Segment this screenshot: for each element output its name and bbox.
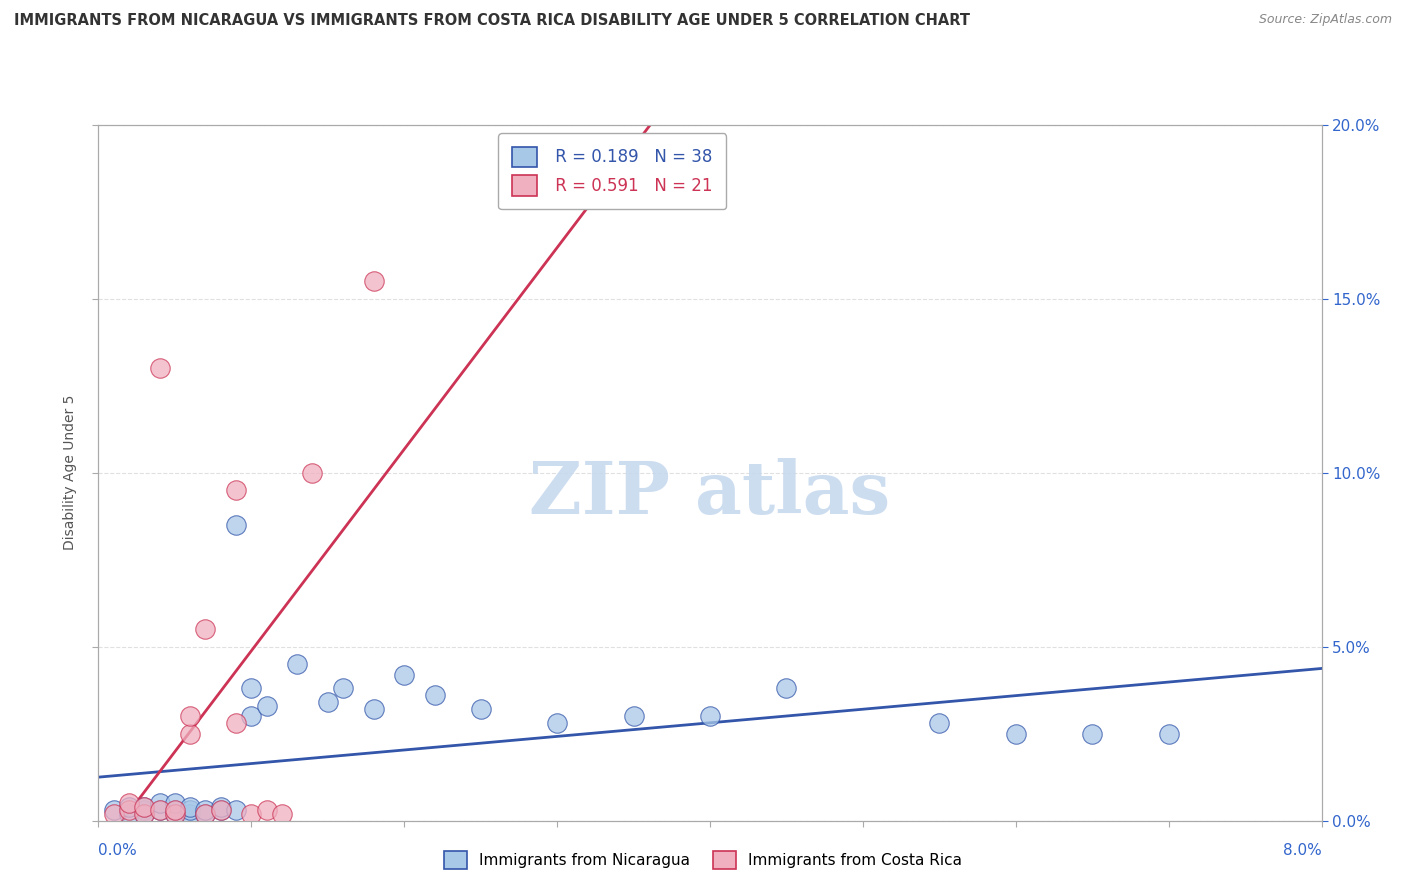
Y-axis label: Disability Age Under 5: Disability Age Under 5 [63,395,77,550]
Legend: Immigrants from Nicaragua, Immigrants from Costa Rica: Immigrants from Nicaragua, Immigrants fr… [437,845,969,875]
Text: ZIP atlas: ZIP atlas [530,458,890,529]
Text: Source: ZipAtlas.com: Source: ZipAtlas.com [1258,13,1392,27]
Text: 0.0%: 0.0% [98,843,138,858]
Legend:  R = 0.189   N = 38,  R = 0.591   N = 21: R = 0.189 N = 38, R = 0.591 N = 21 [498,133,725,209]
Text: IMMIGRANTS FROM NICARAGUA VS IMMIGRANTS FROM COSTA RICA DISABILITY AGE UNDER 5 C: IMMIGRANTS FROM NICARAGUA VS IMMIGRANTS … [14,13,970,29]
Text: 8.0%: 8.0% [1282,843,1322,858]
